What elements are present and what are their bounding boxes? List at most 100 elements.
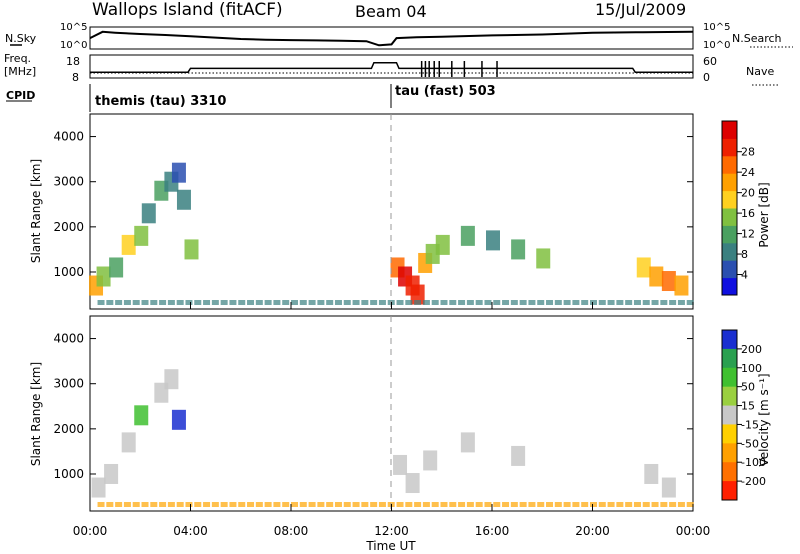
power-band-cell <box>493 300 501 305</box>
power-band-cell <box>361 300 369 305</box>
power-band-cell <box>334 300 342 305</box>
velocity-bar-label-3: 15 <box>741 400 755 413</box>
power-band-cell <box>273 300 281 305</box>
velocity-band-cell <box>660 502 668 507</box>
power-cell-18 <box>460 225 475 246</box>
velocity-band-cell <box>167 502 175 507</box>
velocity-band-cell <box>581 502 589 507</box>
nsky-label: N.Sky <box>5 32 37 45</box>
velocity-bar-seg-2 <box>722 367 737 388</box>
power-cell-8 <box>171 162 186 183</box>
power-band-cell <box>431 300 439 305</box>
time-tick-label-3: 12:00 <box>374 524 409 538</box>
velocity-cell-12 <box>644 463 659 484</box>
power-band-cell <box>115 300 123 305</box>
power-cell-21 <box>536 248 551 269</box>
power-band-cell <box>167 300 175 305</box>
velocity-band-cell <box>528 502 536 507</box>
velocity-band-cell <box>519 502 527 507</box>
velocity-cell-5 <box>164 369 179 390</box>
time-tick-label-0: 00:00 <box>73 524 108 538</box>
power-bar-seg-7 <box>722 155 737 174</box>
velocity-band-cell <box>405 502 413 507</box>
velocity-band-cell <box>554 502 562 507</box>
velocity-band-cell <box>686 502 694 507</box>
power-band-cell <box>185 300 193 305</box>
freq-tick-top: 18 <box>66 55 80 68</box>
power-band-cell <box>291 300 298 305</box>
nsky-series <box>89 30 694 47</box>
velocity-bar-seg-8 <box>722 481 737 501</box>
velocity-bar-label-2: 50 <box>741 381 755 394</box>
power-band-cell <box>651 300 659 305</box>
power-cell-10 <box>184 239 199 260</box>
velocity-band-cell <box>106 502 114 507</box>
site-title: Wallops Island (fitACF) <box>92 0 283 20</box>
velocity-bar-seg-4 <box>722 405 737 425</box>
velocity-data <box>91 369 694 507</box>
power-band-cell <box>572 300 580 305</box>
power-band-cell <box>282 300 290 305</box>
power-band-cell <box>326 300 334 305</box>
cpid-segment-1: themis (tau) 3310 <box>95 94 226 109</box>
velocity-band-cell <box>238 502 246 507</box>
power-bar-seg-0 <box>722 277 737 296</box>
velocity-band-cell <box>475 502 483 507</box>
power-cell-1 <box>96 266 111 287</box>
velocity-bar-seg-5 <box>722 424 737 444</box>
power-band-cell <box>123 300 131 305</box>
beam-title: Beam 04 <box>355 2 427 21</box>
power-band-cell <box>203 300 211 305</box>
power-cell-5 <box>141 203 156 224</box>
power-cell-17 <box>435 234 450 255</box>
power-band-cell <box>466 300 474 305</box>
velocity-band-cell <box>211 502 219 507</box>
date-title: 15/Jul/2009 <box>595 0 686 19</box>
time-tick-label-6: 00:00 <box>676 524 711 538</box>
velocity-band-cell <box>651 502 659 507</box>
power-band-cell <box>510 300 518 305</box>
velocity-band-cell <box>229 502 237 507</box>
velocity-band-cell <box>159 502 167 507</box>
power-band-cell <box>317 300 325 305</box>
power-band-cell <box>220 300 228 305</box>
freq-unit: [MHz] <box>4 65 36 78</box>
power-band-cell <box>238 300 246 305</box>
velocity-band-cell <box>440 502 448 507</box>
velocity-band-cell <box>625 502 633 507</box>
velocity-band-cell <box>502 502 510 507</box>
power-band-cell <box>343 300 351 305</box>
power-band-cell <box>378 300 386 305</box>
velocity-ytick-label-0: 1000 <box>53 467 84 481</box>
power-cell-3 <box>121 234 136 255</box>
velocity-band-cell <box>264 502 272 507</box>
power-bar-seg-6 <box>722 173 737 192</box>
velocity-ylabel: Slant Range [km] <box>29 362 43 466</box>
power-band-cell <box>229 300 237 305</box>
velocity-band-cell <box>123 502 131 507</box>
power-band-cell <box>546 300 554 305</box>
nave-label: Nave <box>746 65 774 78</box>
velocity-bar-seg-0 <box>722 330 737 350</box>
velocity-band-cell <box>141 502 149 507</box>
power-cell-4 <box>134 225 149 246</box>
velocity-cell-0 <box>91 477 106 498</box>
velocity-cell-10 <box>460 432 475 453</box>
power-band-cell <box>563 300 571 305</box>
power-band-cell <box>528 300 536 305</box>
power-cell-2 <box>109 257 124 278</box>
power-bar-label-4: 20 <box>741 187 755 200</box>
power-cell-20 <box>511 239 526 260</box>
velocity-band-cell <box>220 502 228 507</box>
velocity-band-cell <box>563 502 571 507</box>
power-ytick-label-1: 2000 <box>53 220 84 234</box>
power-band-cell <box>581 300 589 305</box>
power-cell-25 <box>674 275 689 296</box>
velocity-bar-label-6: -100 <box>741 456 766 469</box>
power-band-cell <box>308 300 316 305</box>
velocity-y-ticks: 1000 2000 3000 4000 <box>53 332 693 481</box>
power-band-cell <box>537 300 545 305</box>
velocity-ytick-label-3: 4000 <box>53 332 84 346</box>
velocity-band-cell <box>414 502 422 507</box>
velocity-band-cell <box>308 502 316 507</box>
